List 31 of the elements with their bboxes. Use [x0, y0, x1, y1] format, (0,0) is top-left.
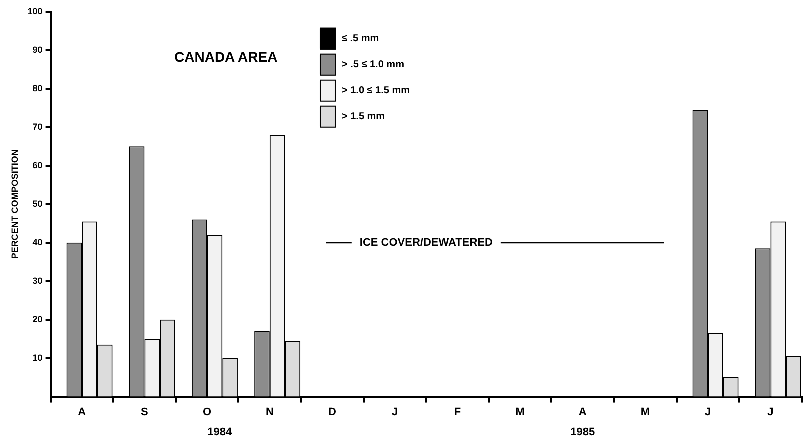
legend-label: > 1.5 mm: [342, 112, 386, 123]
x-tick-label: J: [768, 406, 774, 418]
legend-label: > 1.0 ≤ 1.5 mm: [342, 86, 410, 97]
text: 1985: [570, 426, 596, 438]
y-axis-title: PERCENT COMPOSITION: [10, 150, 20, 260]
x-tick-label: J: [392, 406, 398, 418]
legend-label: ≤ .5 mm: [342, 34, 380, 45]
y-tick-label: 30: [32, 276, 43, 286]
y-tick-label: 60: [32, 160, 43, 170]
x-tick-label: N: [266, 406, 274, 418]
x-tick-label: A: [578, 406, 587, 418]
x-tick-label: D: [328, 406, 337, 418]
x-tick-label: M: [516, 406, 525, 418]
y-tick-label: 100: [28, 6, 43, 16]
x-tick-label: A: [78, 406, 86, 418]
legend-label: > .5 ≤ 1.0 mm: [342, 60, 405, 71]
annotation: ICE COVER/DEWATERED: [360, 236, 493, 249]
y-tick-label: 80: [32, 83, 43, 94]
y-tick-label: 50: [32, 198, 43, 209]
y-tick-label: 20: [32, 314, 43, 324]
y-tick-label: 10: [32, 352, 43, 363]
x-tick-label: S: [141, 406, 148, 418]
y-tick-label: 90: [32, 44, 43, 55]
text: CANADA AREA: [174, 49, 278, 66]
x-tick-label: O: [203, 406, 212, 418]
x-tick-label: F: [454, 406, 462, 418]
x-tick-label: J: [705, 406, 712, 418]
text: 1984: [208, 426, 233, 438]
y-tick-label: 40: [32, 237, 43, 248]
y-tick-label: 70: [32, 122, 43, 132]
x-tick-label: M: [640, 406, 650, 418]
